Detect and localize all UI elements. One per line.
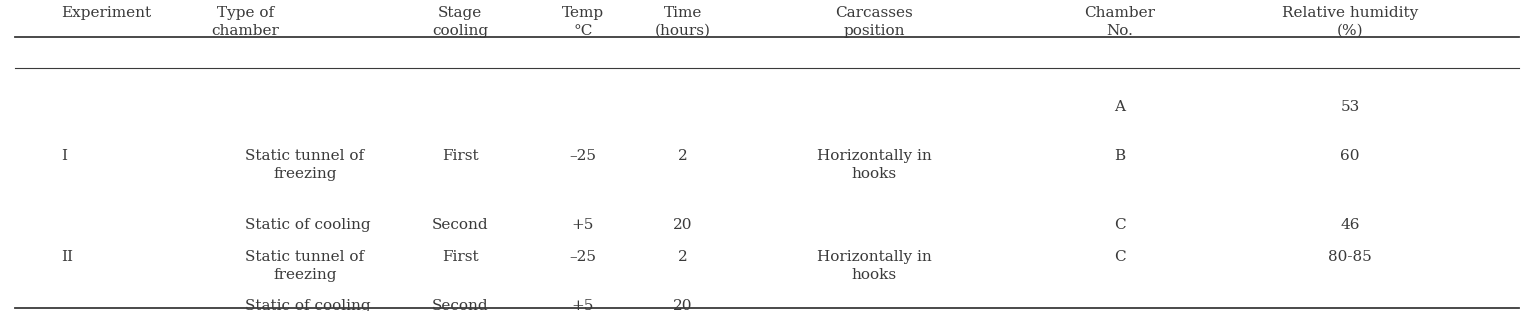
Text: Static of cooling: Static of cooling xyxy=(245,218,371,232)
Text: +5: +5 xyxy=(572,299,594,311)
Text: 80-85: 80-85 xyxy=(1328,250,1371,264)
Text: +5: +5 xyxy=(572,218,594,232)
Text: Type of
chamber: Type of chamber xyxy=(212,6,279,38)
Text: Static of cooling: Static of cooling xyxy=(245,299,371,311)
Text: –25: –25 xyxy=(569,250,597,264)
Text: –25: –25 xyxy=(569,149,597,163)
Text: Carcasses
position: Carcasses position xyxy=(836,6,913,38)
Text: 46: 46 xyxy=(1341,218,1359,232)
Text: B: B xyxy=(1114,149,1126,163)
Text: Temp
°C: Temp °C xyxy=(561,6,604,38)
Text: Horizontally in
hooks: Horizontally in hooks xyxy=(818,149,931,181)
Text: Time
(hours): Time (hours) xyxy=(655,6,710,38)
Text: 53: 53 xyxy=(1341,100,1359,114)
Text: A: A xyxy=(1114,100,1126,114)
Text: II: II xyxy=(61,250,74,264)
Text: Experiment: Experiment xyxy=(61,6,152,20)
Text: Stage
cooling: Stage cooling xyxy=(433,6,488,38)
Text: 20: 20 xyxy=(673,299,692,311)
Text: 60: 60 xyxy=(1341,149,1359,163)
Text: First: First xyxy=(442,149,479,163)
Text: Static tunnel of
freezing: Static tunnel of freezing xyxy=(245,250,365,282)
Text: First: First xyxy=(442,250,479,264)
Text: I: I xyxy=(61,149,67,163)
Text: Horizontally in
hooks: Horizontally in hooks xyxy=(818,250,931,282)
Text: Static tunnel of
freezing: Static tunnel of freezing xyxy=(245,149,365,181)
Text: Chamber
No.: Chamber No. xyxy=(1085,6,1155,38)
Text: 20: 20 xyxy=(673,218,692,232)
Text: Relative humidity
(%): Relative humidity (%) xyxy=(1282,6,1417,38)
Text: C: C xyxy=(1114,250,1126,264)
Text: C: C xyxy=(1114,218,1126,232)
Text: Second: Second xyxy=(433,218,488,232)
Text: 2: 2 xyxy=(678,149,687,163)
Text: 2: 2 xyxy=(678,250,687,264)
Text: Second: Second xyxy=(433,299,488,311)
